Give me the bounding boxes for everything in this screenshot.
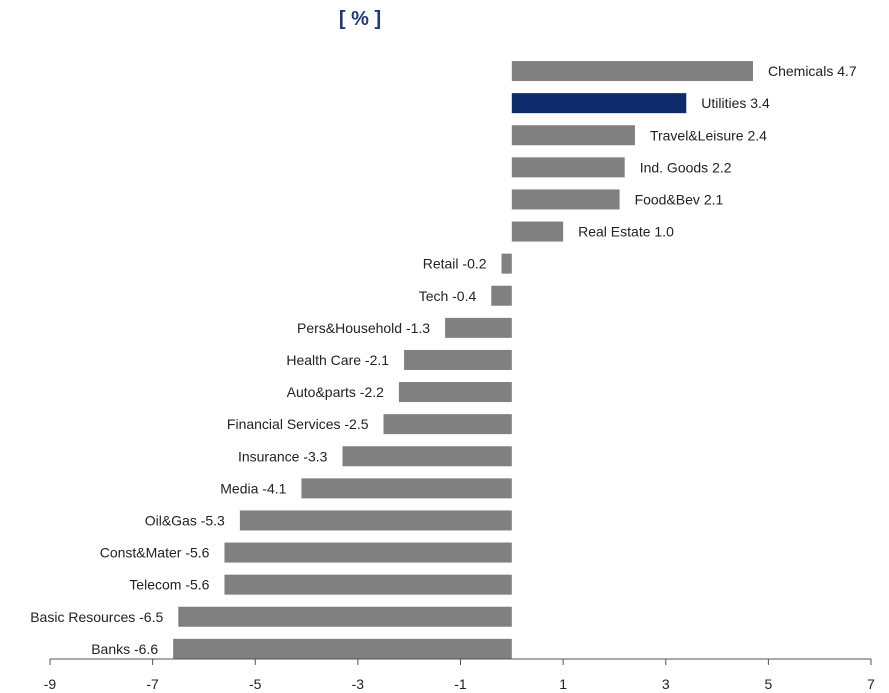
bar-label: Auto&parts -2.2 bbox=[287, 384, 384, 400]
bar-label: Pers&Household -1.3 bbox=[297, 320, 430, 336]
bar-label: Tech -0.4 bbox=[419, 288, 477, 304]
bar-label: Health Care -2.1 bbox=[286, 352, 389, 368]
x-tick-label: 7 bbox=[867, 676, 875, 692]
x-tick-label: -1 bbox=[454, 676, 467, 692]
bar-const-mater bbox=[224, 542, 512, 563]
bar-label: Banks -6.6 bbox=[91, 641, 158, 657]
x-tick-label: 3 bbox=[662, 676, 670, 692]
bar-label: Insurance -3.3 bbox=[238, 448, 328, 464]
bar-label: Travel&Leisure 2.4 bbox=[650, 127, 767, 143]
bar-label: Ind. Goods 2.2 bbox=[640, 159, 732, 175]
bar-retail bbox=[501, 253, 512, 274]
unit-label: [ % ] bbox=[338, 8, 382, 30]
bar-food-bev bbox=[511, 189, 620, 210]
bar-utilities bbox=[511, 93, 687, 114]
bar-label: Utilities 3.4 bbox=[701, 95, 770, 111]
bar-auto-parts bbox=[398, 382, 512, 403]
bar-label: Oil&Gas -5.3 bbox=[145, 512, 225, 528]
bar-basic-resources bbox=[178, 606, 512, 627]
x-tick-label: -5 bbox=[249, 676, 262, 692]
x-tick-label: -9 bbox=[44, 676, 57, 692]
bar-label: Chemicals 4.7 bbox=[768, 63, 857, 79]
bar-insurance bbox=[342, 446, 512, 467]
x-tick-label: -7 bbox=[146, 676, 159, 692]
bar-telecom bbox=[224, 574, 512, 595]
bar-oil-gas bbox=[239, 510, 512, 531]
x-tick-label: 1 bbox=[559, 676, 567, 692]
bar-ind-goods bbox=[511, 157, 625, 178]
bar-financial-services bbox=[383, 414, 512, 435]
bar-banks bbox=[173, 638, 512, 659]
x-tick-label: 5 bbox=[764, 676, 772, 692]
bar-label: Const&Mater -5.6 bbox=[100, 545, 210, 561]
bar-label: Media -4.1 bbox=[220, 480, 286, 496]
x-tick-label: -3 bbox=[352, 676, 365, 692]
bar-media bbox=[301, 478, 512, 499]
bar-health-care bbox=[404, 349, 512, 370]
bar-label: Food&Bev 2.1 bbox=[635, 191, 724, 207]
bar-label: Retail -0.2 bbox=[423, 256, 487, 272]
bar-chemicals bbox=[511, 61, 753, 82]
bar-label: Telecom -5.6 bbox=[129, 577, 209, 593]
bar-label: Basic Resources -6.5 bbox=[30, 609, 163, 625]
bar-pers-household bbox=[445, 317, 512, 338]
bar-label: Financial Services -2.5 bbox=[227, 416, 369, 432]
bar-travel-leisure bbox=[511, 125, 635, 146]
bar-tech bbox=[491, 285, 512, 306]
bar-real-estate bbox=[511, 221, 564, 242]
bar-label: Real Estate 1.0 bbox=[578, 224, 674, 240]
